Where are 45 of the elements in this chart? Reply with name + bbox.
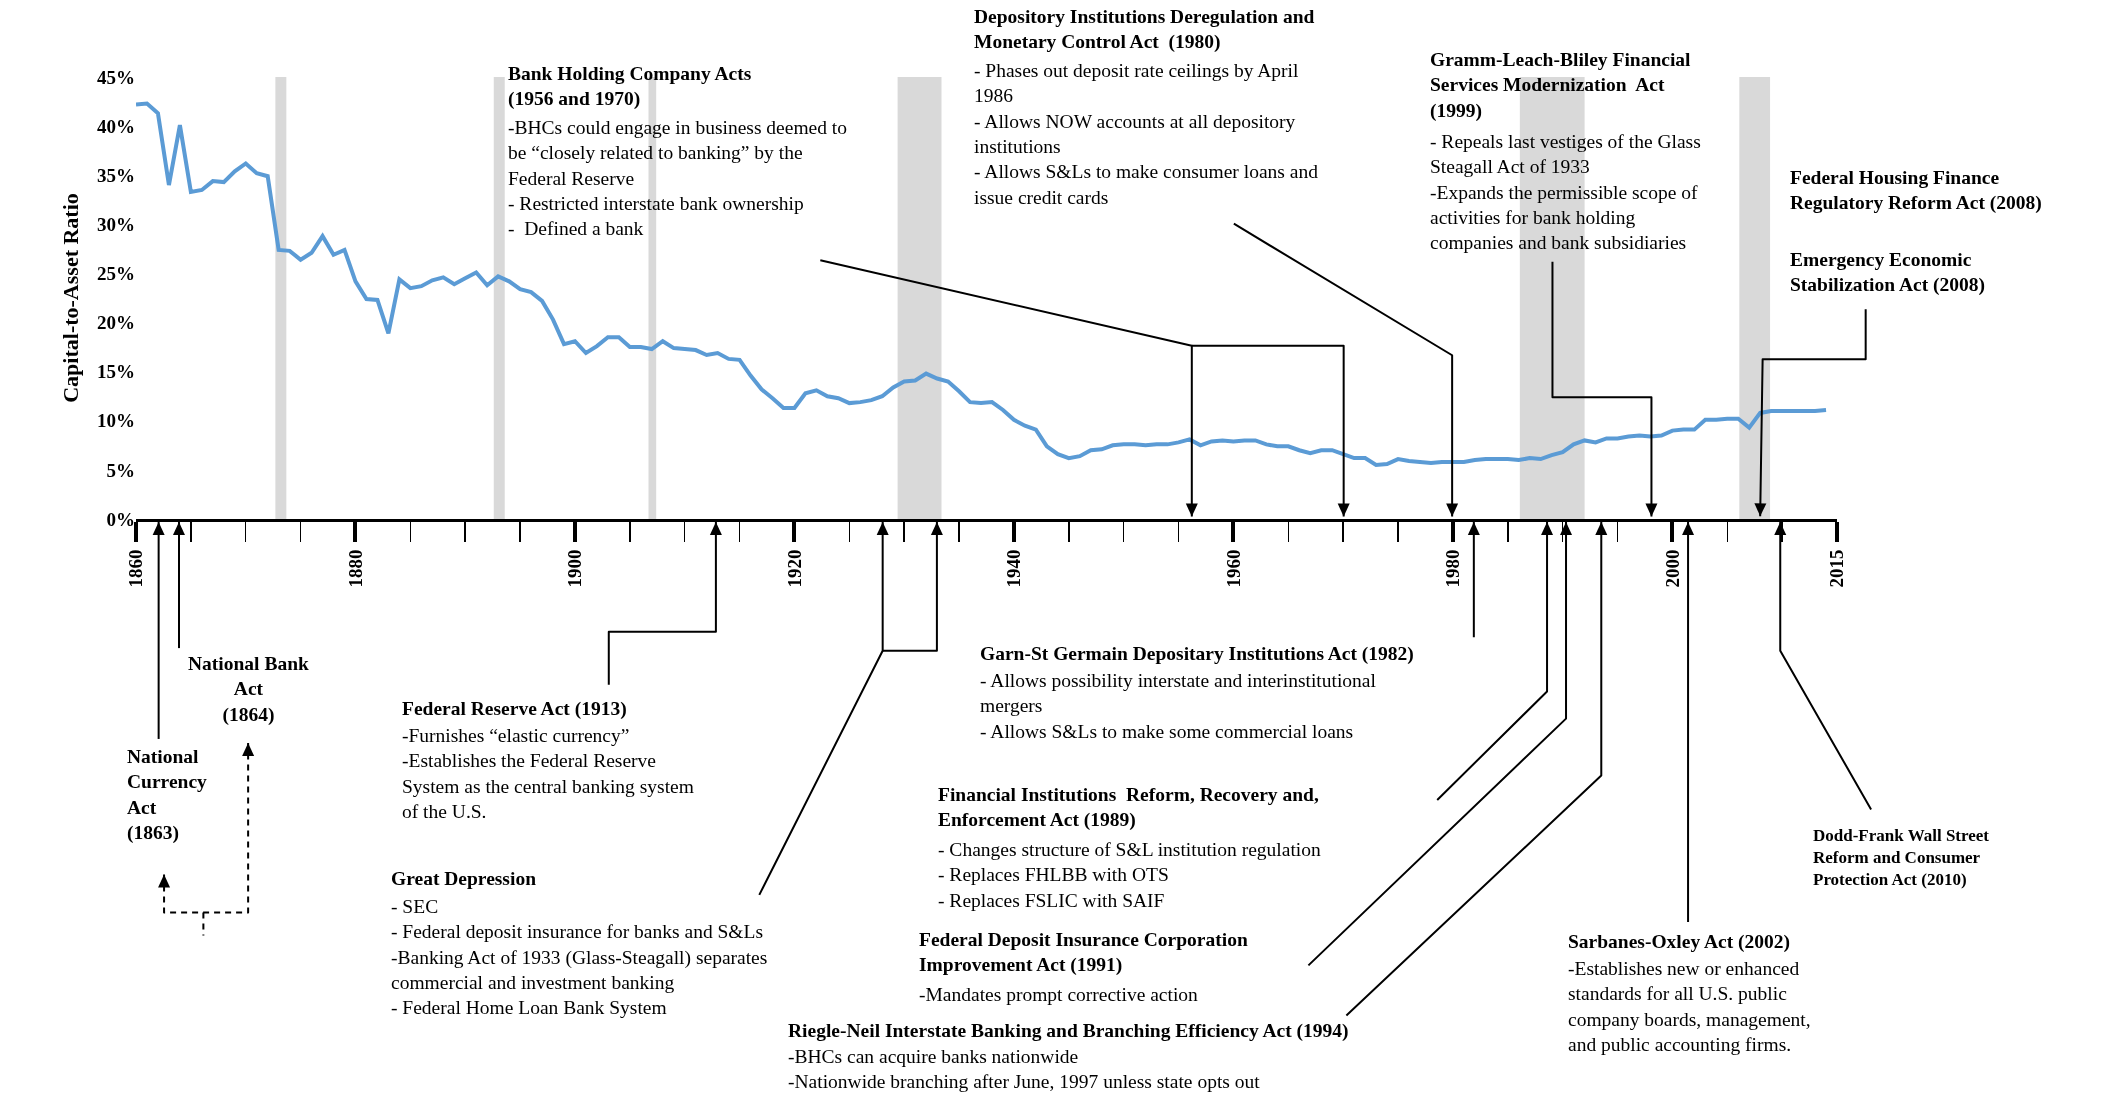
- text: - Allows possibility interstate and interinstitutional mergers - Allows S&Ls to make some commercial loans: [980, 670, 1377, 742]
- x-tick-label: 1960: [1222, 549, 1244, 588]
- text: Financial Institutions Reform, Recovery and, Enforcement Act (1989): [938, 784, 1319, 832]
- y-tick-label: 15%: [97, 361, 135, 383]
- text: -BHCs can acquire banks nationwide -Nationwide branching after June, 1997 unless state opts out: [788, 1046, 1261, 1093]
- text: National Bank Act (1864): [188, 653, 309, 726]
- text: -Establishes new or enhanced standards for all U.S. public company boards, management, and public accounting firms.: [1568, 958, 1811, 1056]
- y-tick-label: 25%: [97, 263, 135, 285]
- text: -Mandates prompt corrective action: [919, 984, 1199, 1005]
- text: Federal Reserve Act (1913): [402, 698, 627, 720]
- y-axis-title: Capital-to-Asset Ratio: [57, 193, 83, 403]
- x-tick-label: 1880: [344, 549, 366, 588]
- text: Dodd-Frank Wall Street Reform and Consumer Protection Act (2010): [1813, 826, 1990, 890]
- y-tick-label: 35%: [97, 164, 135, 186]
- annotation: Federal Housing Finance Regulatory Reform Act (2008): [1790, 167, 2042, 215]
- y-tick-label: 20%: [97, 312, 135, 334]
- annotation: Gramm-Leach-Bliley Financial Services Modernization Act (1999): [1430, 49, 1692, 122]
- text: Great Depression: [391, 868, 537, 889]
- text: Federal Deposit Insurance Corporation Improvement Act (1991): [919, 929, 1248, 977]
- annotation: Bank Holding Company Acts (1956 and 1970): [508, 63, 752, 111]
- x-tick-label: 1940: [1003, 549, 1025, 588]
- text: Garn-St Germain Depositary Institutions Act (1982): [980, 643, 1414, 665]
- text: Depository Institutions Deregulation and Monetary Control Act (1980): [974, 6, 1315, 54]
- x-tick-label: 2015: [1826, 549, 1848, 588]
- x-tick-label: 1980: [1442, 549, 1464, 588]
- x-tick-label: 1920: [783, 549, 805, 588]
- x-tick-label: 1900: [564, 549, 586, 588]
- text: -Furnishes “elastic currency” -Establishes the Federal Reserve System as the central banking system of the U.S.: [402, 725, 694, 823]
- text: National Currency Act (1863): [127, 746, 208, 845]
- annotation: -BHCs could engage in business deemed to be “closely related to banking” by the Federal Reserve - Restricted interstate bank ownership - Defined a bank: [508, 117, 848, 240]
- text: Sarbanes-Oxley Act (2002): [1568, 931, 1791, 953]
- y-tick-label: 30%: [97, 213, 135, 235]
- text: Riegle-Neil Interstate Banking and Branching Efficiency Act (1994): [788, 1020, 1349, 1042]
- x-tick-label: 2000: [1661, 549, 1683, 588]
- text: - Changes structure of S&L institution regulation - Replaces FHLBB with OTS - Replaces FSLIC with SAIF: [938, 839, 1321, 911]
- y-tick-label: 40%: [97, 115, 135, 137]
- text: - SEC - Federal deposit insurance for banks and S&Ls -Banking Act of 1933 (Glass-Steagall) separates commercial and investment banking - Federal Home Loan Bank System: [391, 896, 768, 1019]
- annotation: - Repeals last vestiges of the Glass Steagall Act of 1933 -Expands the permissible scope of activities for bank holding companies and bank subsidiaries: [1430, 131, 1701, 254]
- y-tick-label: 45%: [97, 66, 135, 88]
- annotation: Emergency Economic Stabilization Act (2008): [1790, 249, 1985, 297]
- y-tick-label: 10%: [97, 410, 135, 432]
- y-tick-label: 0%: [106, 508, 135, 530]
- annotation: - Phases out deposit rate ceilings by April 1986 - Allows NOW accounts at all depository institutions - Allows S&Ls to make consumer loans and issue credit cards: [974, 60, 1319, 208]
- y-tick-label: 5%: [106, 459, 135, 481]
- x-tick-label: 1860: [125, 549, 147, 588]
